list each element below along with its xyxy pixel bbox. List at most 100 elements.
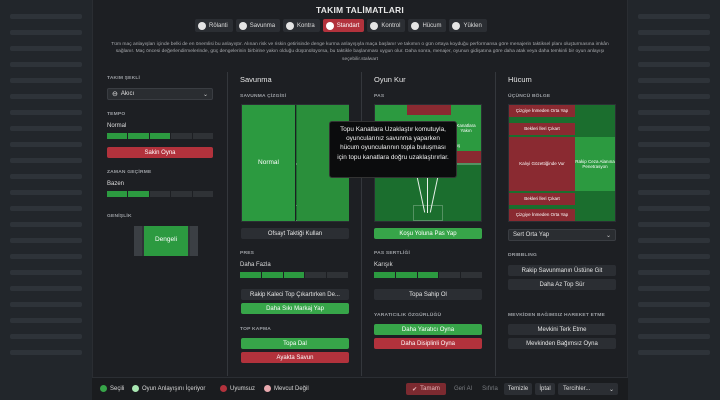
- chevron-down-icon: ⌄: [605, 232, 611, 239]
- cancel-button[interactable]: İptal: [535, 383, 555, 395]
- shield-icon: [238, 21, 247, 30]
- chevron-down-icon: ⌄: [202, 91, 208, 98]
- be-more-expressive-button[interactable]: Daha Yaratıcı Oyna: [374, 324, 482, 335]
- tab-standart[interactable]: Standart: [322, 19, 365, 32]
- team-shape-value: Akıcı: [120, 91, 135, 97]
- mentality-description: Tüm maç anlayışları içinde belki de en ö…: [111, 42, 609, 62]
- penetrate-box-zone[interactable]: Rakip Ceza Alanına Penetrasyon: [575, 137, 615, 191]
- tab-savunma[interactable]: Savunma: [235, 19, 281, 32]
- slider-segment: [192, 191, 214, 197]
- offside-trap-button[interactable]: Ofsayt Taktiği Kullan: [241, 228, 349, 239]
- pink-dot-icon: [264, 385, 271, 392]
- keep-possession-button[interactable]: Topa Sahip Ol: [374, 289, 482, 300]
- time-wasting-slider[interactable]: [107, 191, 214, 197]
- green-dot-icon: [100, 385, 107, 392]
- overlap-zone-top[interactable]: Bekleri İleri Çıkart: [509, 123, 575, 135]
- slider-segment: [374, 272, 395, 278]
- reset-button[interactable]: Sıfırla: [482, 386, 498, 392]
- attack-icon: [411, 21, 420, 30]
- attack-zone-label: Çizgiye İnmeden Orta Yap: [515, 108, 569, 114]
- tab-hucum[interactable]: Hücum: [408, 19, 447, 32]
- cross-early-zone-top[interactable]: Çizgiye İnmeden Orta Yap: [509, 105, 575, 117]
- tab-rolanti[interactable]: Rölanti: [195, 19, 233, 32]
- column-divider: [227, 72, 228, 376]
- clear-button[interactable]: Temizle: [504, 383, 532, 395]
- column-divider: [361, 72, 362, 376]
- creative-freedom-label: YARATICILIK ÖZGÜRLÜĞÜ: [374, 313, 442, 318]
- press-value: Daha Fazla: [240, 262, 271, 268]
- final-third-pitch[interactable]: Çizgiye İnmeden Orta Yap Bekleri İleri Ç…: [508, 104, 616, 222]
- be-more-disciplined-button[interactable]: Daha Disiplinli Oyna: [374, 338, 482, 349]
- tab-label: Kontrol: [381, 22, 401, 29]
- slider-segment: [149, 133, 171, 139]
- passing-label: PAS: [374, 94, 385, 99]
- overlap-zone-bottom[interactable]: Bekleri İleri Çıkart: [509, 193, 575, 205]
- team-shape-label: TAKIM ŞEKLİ: [107, 76, 141, 81]
- mentality-tabs: Rölanti Savunma Kontra Standart Kontrol …: [195, 19, 487, 32]
- undo-button[interactable]: Geri Al: [453, 386, 472, 392]
- slider-segment: [305, 272, 327, 278]
- defensive-line-zone[interactable]: Normal: [242, 105, 296, 221]
- background-right-panel: [628, 0, 720, 400]
- get-stuck-in-button[interactable]: Topa Dal: [241, 338, 349, 349]
- press-slider[interactable]: [240, 272, 348, 278]
- control-icon: [370, 21, 379, 30]
- play-slower-button[interactable]: Sakin Oyna: [107, 147, 213, 158]
- slider-segment: [107, 191, 128, 197]
- preferences-label: Tercihler...: [563, 386, 591, 392]
- slider-segment: [461, 272, 482, 278]
- hold-position-button[interactable]: Mevkini Terk Etme: [508, 324, 616, 335]
- legend-label: Oyun Anlayışını İçeriyor: [142, 385, 206, 392]
- stay-on-feet-button[interactable]: Ayakta Savun: [241, 352, 349, 363]
- cross-early-zone-bottom[interactable]: Çizgiye İnmeden Orta Yap: [509, 209, 575, 221]
- attack-zone-label: Çizgiye İnmeden Orta Yap: [515, 212, 569, 218]
- slider-segment: [171, 133, 192, 139]
- width-pitch[interactable]: Dengeli: [134, 226, 198, 256]
- tab-label: Standart: [336, 22, 360, 29]
- slider-segment: [395, 272, 417, 278]
- tab-kontra[interactable]: Kontra: [283, 19, 320, 32]
- light-green-dot-icon: [132, 385, 139, 392]
- tab-label: Hücum: [422, 22, 442, 29]
- attack-zone-label: Bekleri İleri Çıkart: [524, 196, 560, 202]
- tab-kontrol[interactable]: Kontrol: [367, 19, 406, 32]
- legend-incompatible: Uyumsuz: [220, 385, 255, 392]
- red-dot-icon: [220, 385, 227, 392]
- slider-segment: [417, 272, 439, 278]
- slider-segment: [327, 272, 348, 278]
- dribble-less-button[interactable]: Daha Az Top Sür: [508, 279, 616, 290]
- team-shape-dropdown[interactable]: ⊖ Akıcı ⌄: [107, 88, 213, 100]
- tempo-label: TEMPO: [107, 112, 126, 117]
- tempo-slider[interactable]: [107, 133, 214, 139]
- slider-segment: [128, 133, 149, 139]
- roam-from-positions-button[interactable]: Mevkinden Bağımsız Oyna: [508, 338, 616, 349]
- done-button[interactable]: ✔ Tamam: [406, 383, 446, 395]
- passing-style-label: PAS SERTLİĞİ: [374, 251, 411, 256]
- time-wasting-label: ZAMAN GEÇİRME: [107, 170, 152, 175]
- crossing-dropdown[interactable]: Sert Orta Yap ⌄: [508, 229, 616, 241]
- roulette-icon: [198, 21, 206, 30]
- defensive-line-value: Normal: [258, 159, 279, 167]
- attack-zone-label: Kalıyi Gözettiğinde Vur: [519, 161, 565, 167]
- passing-style-slider[interactable]: [374, 272, 482, 278]
- tempo-value: Normal: [107, 123, 127, 129]
- run-at-defence-button[interactable]: Rakip Savunmanın Üstüne Git: [508, 265, 616, 276]
- time-wasting-value: Bazen: [107, 181, 125, 187]
- legend-label: Mevcut Değil: [274, 385, 309, 392]
- attack-zone-label: Bekleri İleri Çıkart: [524, 126, 560, 132]
- tab-yuklen[interactable]: Yüklen: [449, 19, 487, 32]
- press-label: PRES: [240, 251, 255, 256]
- tighter-marking-button[interactable]: Daha Sıkı Markaj Yap: [241, 303, 349, 314]
- gk-distribution-button[interactable]: Rakip Kaleci Top Çıkartırken De...: [241, 289, 349, 300]
- modal-title: TAKIM TALİMATLARI: [316, 5, 404, 15]
- slider-segment: [192, 133, 214, 139]
- slider-segment: [107, 133, 128, 139]
- preferences-dropdown[interactable]: Tercihler... ⌄: [558, 383, 618, 395]
- width-label: GENİŞLİK: [107, 214, 132, 219]
- tab-label: Savunma: [249, 22, 276, 29]
- overload-icon: [452, 21, 461, 30]
- crossing-value: Sert Orta Yap: [513, 232, 550, 238]
- shoot-on-sight-zone[interactable]: Kalıyi Gözettiğinde Vur: [509, 137, 575, 191]
- pass-into-space-button[interactable]: Koşu Yoluna Pas Yap: [374, 228, 482, 239]
